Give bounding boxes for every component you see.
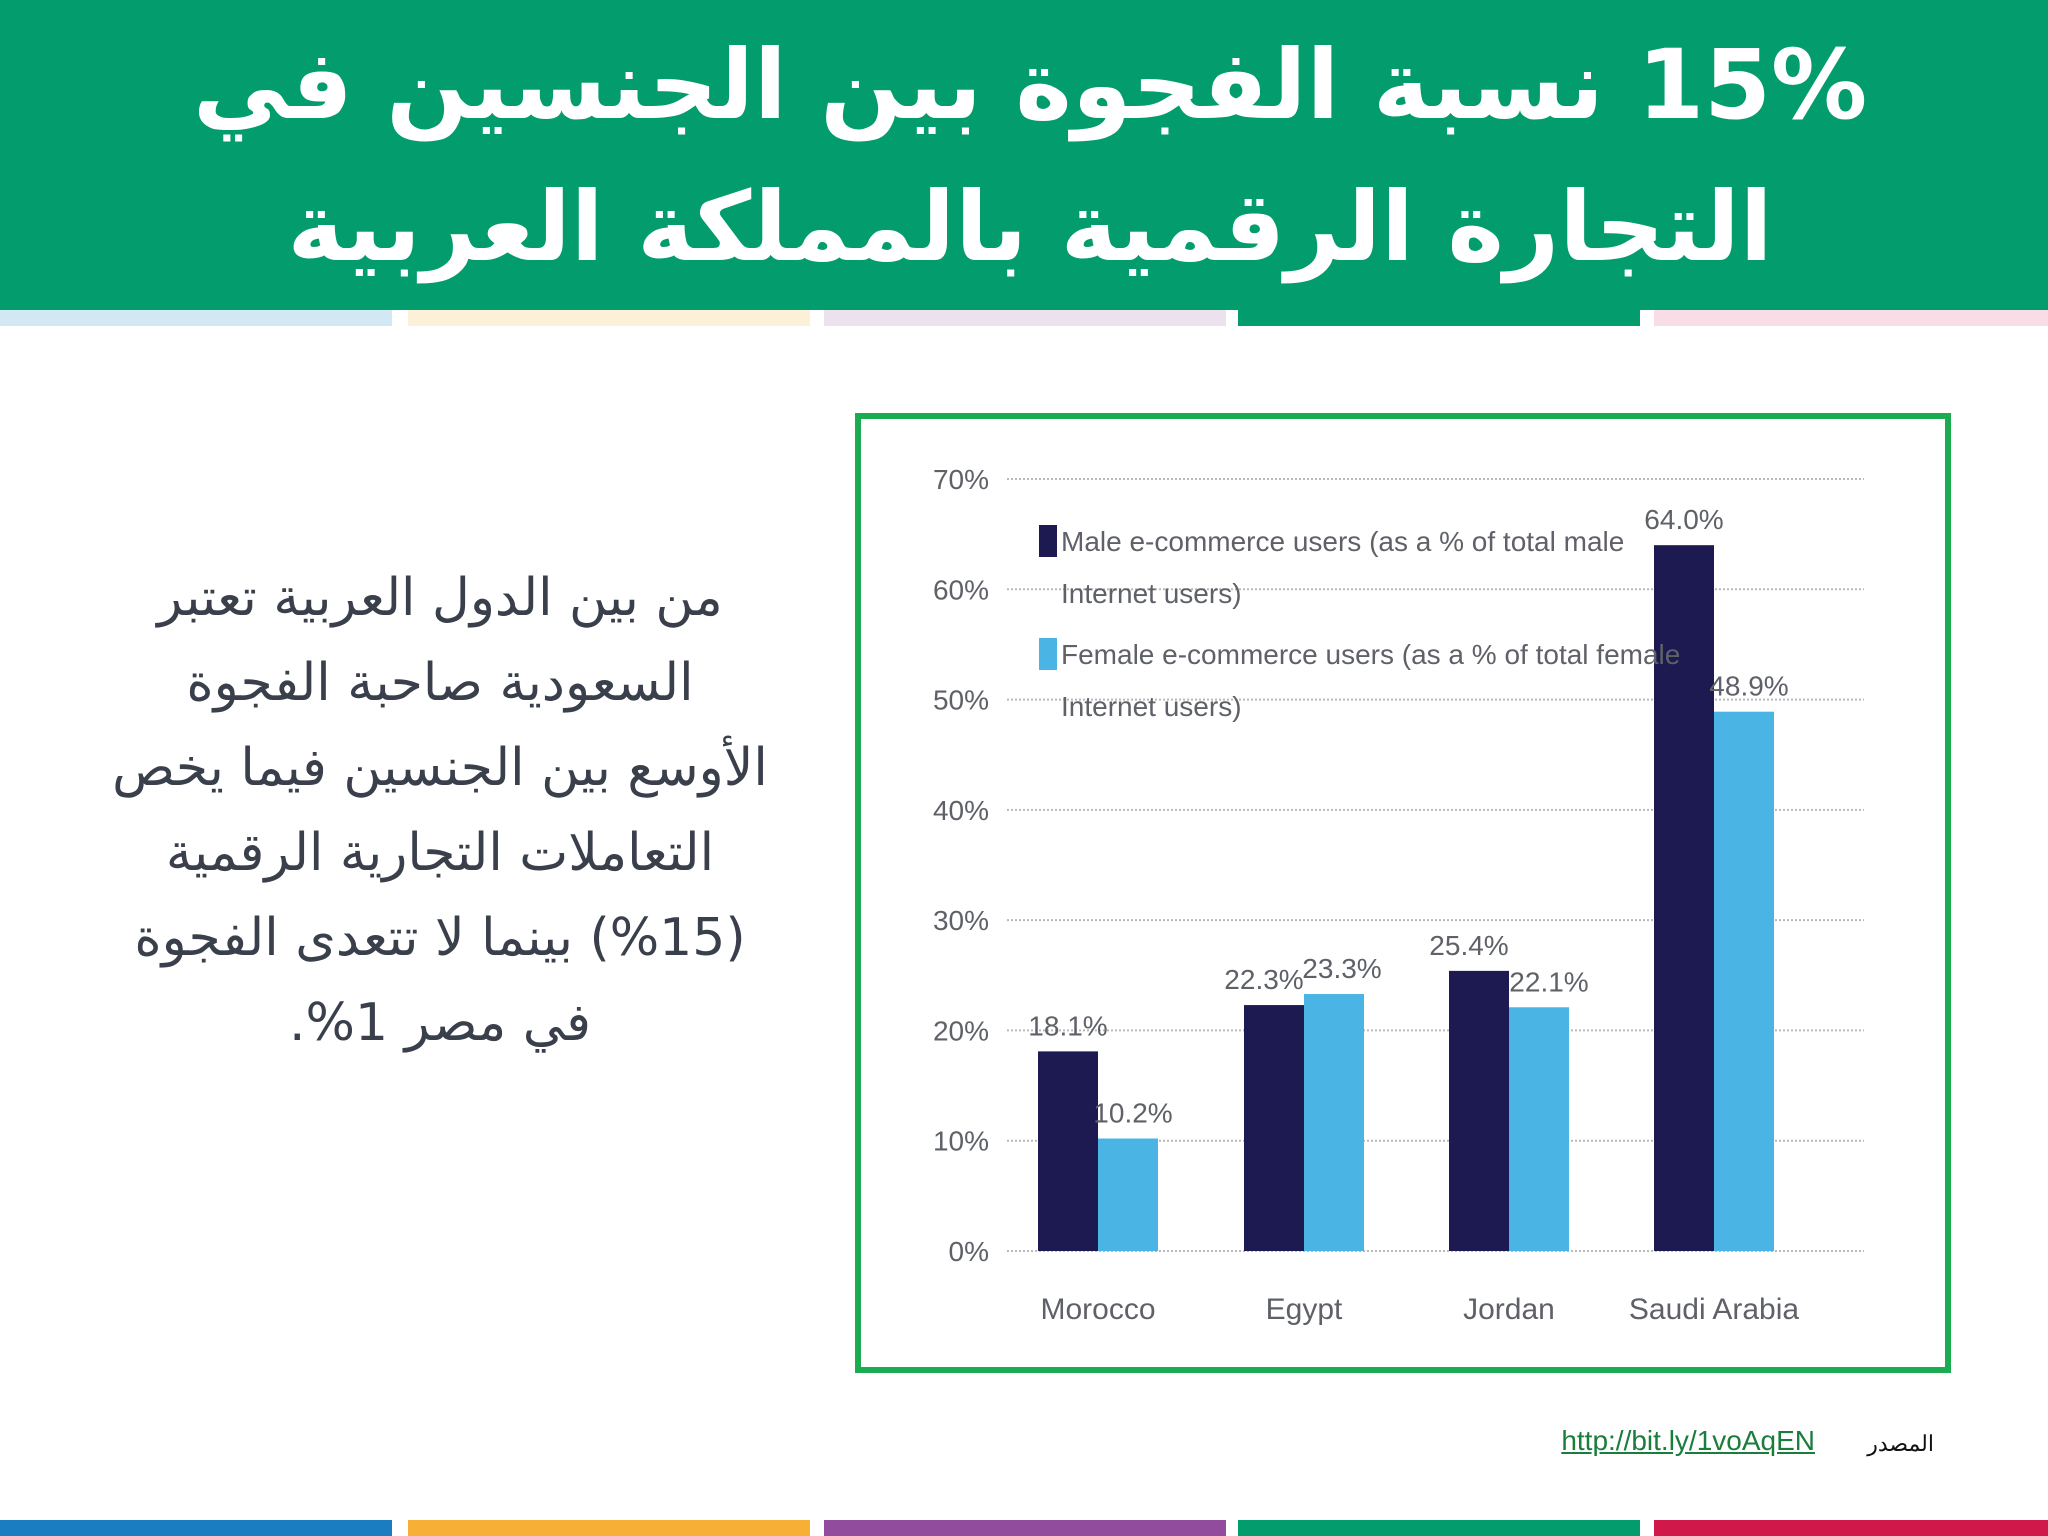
data-label: 64.0% bbox=[1644, 504, 1723, 535]
top-strip-4 bbox=[1238, 300, 1640, 326]
data-label: 22.3% bbox=[1224, 964, 1303, 995]
x-category-label: Egypt bbox=[1266, 1293, 1343, 1326]
top-strip-2 bbox=[408, 310, 810, 326]
female-bar bbox=[1714, 711, 1774, 1251]
y-tick-label: 70% bbox=[933, 464, 989, 495]
data-label: 18.1% bbox=[1028, 1010, 1107, 1041]
legend-text: Male e-commerce users (as a % of total m… bbox=[1061, 526, 1624, 557]
bottom-strip-2 bbox=[408, 1520, 810, 1536]
x-category-label: Jordan bbox=[1463, 1293, 1555, 1326]
female-bar bbox=[1509, 1007, 1569, 1251]
legend-swatch-male bbox=[1039, 525, 1057, 557]
data-label: 23.3% bbox=[1302, 953, 1381, 984]
bottom-strip-4 bbox=[1238, 1520, 1640, 1536]
bottom-strip-5 bbox=[1654, 1520, 2048, 1536]
y-tick-label: 0% bbox=[949, 1236, 989, 1267]
source-link[interactable]: http://bit.ly/1voAqEN bbox=[1561, 1425, 1815, 1456]
header-banner: 15% نسبة الفجوة بين الجنسين في التجارة ا… bbox=[0, 0, 2048, 425]
data-label: 10.2% bbox=[1093, 1098, 1172, 1129]
y-tick-label: 40% bbox=[933, 795, 989, 826]
body-text: من بين الدول العربية تعتبر السعودية صاحب… bbox=[112, 568, 768, 1053]
bar-chart: 0% 10% 20% 30% 40% 50% 60% 70% 18.1% 10.2% Morocco… bbox=[933, 464, 1864, 1326]
data-label: 25.4% bbox=[1429, 930, 1508, 961]
chart-frame: 0% 10% 20% 30% 40% 50% 60% 70% 18.1% 10.2% Morocco… bbox=[855, 413, 1951, 1373]
male-bar bbox=[1038, 1051, 1098, 1251]
y-tick-label: 50% bbox=[933, 685, 989, 716]
y-tick-label: 30% bbox=[933, 905, 989, 936]
top-strip-1 bbox=[0, 310, 392, 326]
female-bar bbox=[1304, 994, 1364, 1251]
data-label: 22.1% bbox=[1509, 966, 1588, 997]
top-strip-5 bbox=[1654, 310, 2048, 326]
male-bar bbox=[1654, 545, 1714, 1251]
male-bar bbox=[1244, 1005, 1304, 1251]
y-tick-label: 60% bbox=[933, 574, 989, 605]
top-strip-3 bbox=[824, 310, 1226, 326]
female-bar bbox=[1098, 1138, 1158, 1251]
legend-text: Internet users) bbox=[1061, 578, 1242, 609]
source-row: المصدر http://bit.ly/1voAqEN bbox=[1500, 1425, 1940, 1465]
legend-swatch-female bbox=[1039, 638, 1057, 670]
y-tick-label: 10% bbox=[933, 1126, 989, 1157]
legend-text: Internet users) bbox=[1061, 691, 1242, 722]
page-title: 15% نسبة الفجوة بين الجنسين في التجارة ا… bbox=[192, 29, 1868, 425]
x-category-label: Saudi Arabia bbox=[1629, 1293, 1799, 1326]
data-label: 48.9% bbox=[1709, 671, 1788, 702]
source-label: المصدر bbox=[1867, 1431, 1934, 1456]
x-category-label: Morocco bbox=[1040, 1293, 1155, 1326]
legend-text: Female e-commerce users (as a % of total… bbox=[1061, 639, 1680, 670]
male-bar bbox=[1449, 970, 1509, 1251]
y-tick-label: 20% bbox=[933, 1015, 989, 1046]
bottom-strip-1 bbox=[0, 1520, 392, 1536]
bottom-strip-3 bbox=[824, 1520, 1226, 1536]
